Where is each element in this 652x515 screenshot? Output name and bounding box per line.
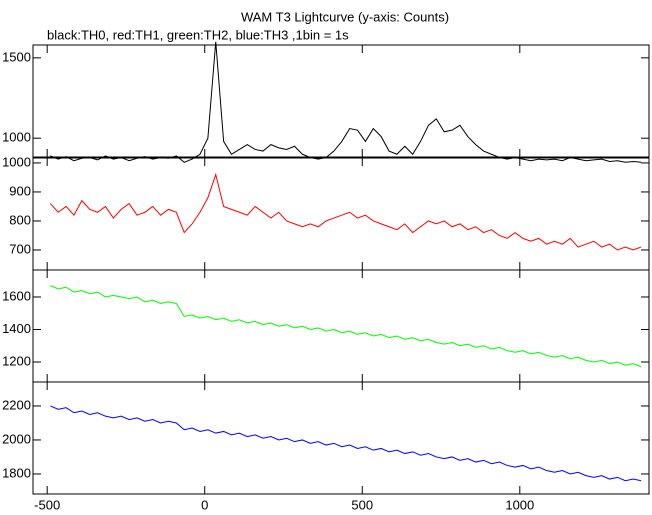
panel-frame bbox=[32, 269, 650, 383]
y-tick-label: 900 bbox=[9, 183, 31, 198]
series-line bbox=[49, 172, 642, 251]
series-line bbox=[50, 405, 642, 482]
y-tick-label: 1200 bbox=[2, 353, 31, 368]
y-tick-label: 2200 bbox=[2, 397, 31, 412]
chart-subtitle: black:TH0, red:TH1, green:TH2, blue:TH3 … bbox=[47, 27, 349, 42]
series-line bbox=[50, 41, 642, 163]
y-tick-label: 800 bbox=[9, 212, 31, 227]
x-tick-label: 0 bbox=[201, 497, 208, 512]
x-tick-label: -500 bbox=[34, 497, 60, 512]
y-tick-label: 1600 bbox=[2, 288, 31, 303]
y-tick-label: 1400 bbox=[2, 321, 31, 336]
x-tick-label: 500 bbox=[351, 497, 373, 512]
y-tick-label: 700 bbox=[9, 241, 31, 256]
y-tick-label: 1000 bbox=[2, 154, 31, 169]
x-tick-label: 1000 bbox=[505, 497, 534, 512]
chart-title: WAM T3 Lightcurve (y-axis: Counts) bbox=[241, 9, 449, 24]
panel-frame bbox=[32, 44, 650, 158]
y-tick-label: 1000 bbox=[2, 130, 31, 145]
y-tick-label: 1500 bbox=[2, 49, 31, 64]
y-tick-label: 1800 bbox=[2, 465, 31, 480]
panel-frame bbox=[32, 381, 650, 495]
panel-frame bbox=[32, 157, 650, 271]
series-line bbox=[50, 285, 642, 368]
y-tick-label: 2000 bbox=[2, 431, 31, 446]
